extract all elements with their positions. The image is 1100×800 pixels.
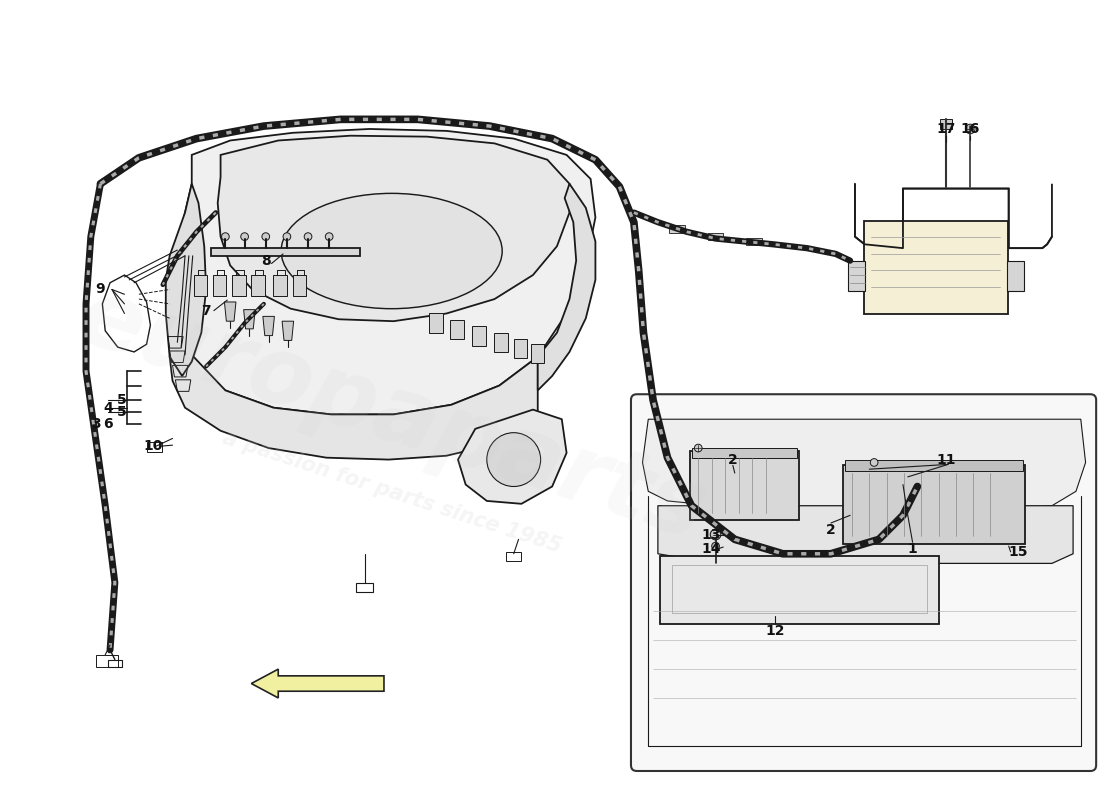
- Text: 7: 7: [201, 304, 211, 318]
- Bar: [108, 659, 122, 667]
- Text: 8: 8: [261, 254, 271, 268]
- Polygon shape: [458, 410, 566, 504]
- Bar: [194, 275, 207, 296]
- Text: 3: 3: [91, 417, 100, 431]
- Polygon shape: [218, 136, 570, 321]
- Polygon shape: [658, 506, 1074, 563]
- Bar: [531, 344, 544, 363]
- Text: 13: 13: [701, 527, 721, 542]
- Circle shape: [966, 124, 975, 134]
- Polygon shape: [940, 119, 952, 129]
- Bar: [845, 459, 1023, 471]
- Circle shape: [487, 433, 540, 486]
- Polygon shape: [642, 419, 1086, 511]
- Text: 17: 17: [936, 122, 956, 136]
- Text: 4: 4: [103, 401, 113, 414]
- Bar: [211, 248, 360, 256]
- Text: 5: 5: [117, 393, 126, 407]
- Ellipse shape: [282, 194, 503, 309]
- FancyBboxPatch shape: [864, 222, 1008, 314]
- FancyBboxPatch shape: [844, 466, 1025, 544]
- Text: 5: 5: [117, 405, 126, 418]
- Circle shape: [694, 444, 702, 452]
- Bar: [146, 442, 162, 452]
- Text: 12: 12: [766, 624, 785, 638]
- Text: 1: 1: [908, 542, 917, 556]
- Bar: [672, 566, 927, 614]
- Text: 2: 2: [728, 453, 738, 466]
- Polygon shape: [282, 321, 294, 341]
- Text: europaparts: europaparts: [67, 270, 717, 560]
- Circle shape: [262, 233, 270, 241]
- Bar: [514, 339, 527, 358]
- Text: 10: 10: [144, 439, 163, 453]
- Bar: [251, 275, 265, 296]
- Bar: [506, 552, 521, 562]
- Bar: [429, 314, 442, 333]
- Polygon shape: [263, 316, 274, 336]
- Bar: [450, 320, 464, 339]
- Polygon shape: [166, 184, 206, 376]
- Polygon shape: [538, 184, 595, 390]
- Text: 6: 6: [103, 417, 113, 431]
- Polygon shape: [243, 310, 255, 329]
- Bar: [274, 275, 287, 296]
- Bar: [213, 275, 227, 296]
- Bar: [232, 275, 245, 296]
- Text: 11: 11: [936, 453, 956, 466]
- Bar: [692, 448, 798, 458]
- Bar: [293, 275, 306, 296]
- Circle shape: [283, 233, 290, 241]
- Text: 9: 9: [96, 282, 106, 297]
- Bar: [708, 233, 723, 241]
- Bar: [848, 261, 866, 291]
- FancyBboxPatch shape: [690, 451, 800, 520]
- Bar: [495, 333, 508, 352]
- Circle shape: [870, 458, 878, 466]
- Text: 15: 15: [1009, 545, 1028, 559]
- FancyBboxPatch shape: [631, 394, 1097, 771]
- Circle shape: [221, 233, 229, 241]
- Polygon shape: [169, 129, 595, 414]
- Text: 14: 14: [701, 542, 721, 556]
- Circle shape: [326, 233, 333, 241]
- Text: a passion for parts since 1985: a passion for parts since 1985: [220, 428, 563, 557]
- Text: 2: 2: [826, 522, 836, 537]
- Bar: [670, 225, 685, 233]
- FancyBboxPatch shape: [660, 556, 939, 624]
- Bar: [472, 326, 486, 346]
- Polygon shape: [169, 338, 538, 459]
- FancyArrow shape: [251, 669, 384, 698]
- Bar: [746, 238, 761, 246]
- Circle shape: [241, 233, 249, 241]
- Polygon shape: [224, 302, 236, 321]
- Circle shape: [711, 530, 720, 540]
- Text: 16: 16: [960, 122, 980, 136]
- Circle shape: [305, 233, 312, 241]
- Bar: [1006, 261, 1024, 291]
- Circle shape: [712, 542, 719, 550]
